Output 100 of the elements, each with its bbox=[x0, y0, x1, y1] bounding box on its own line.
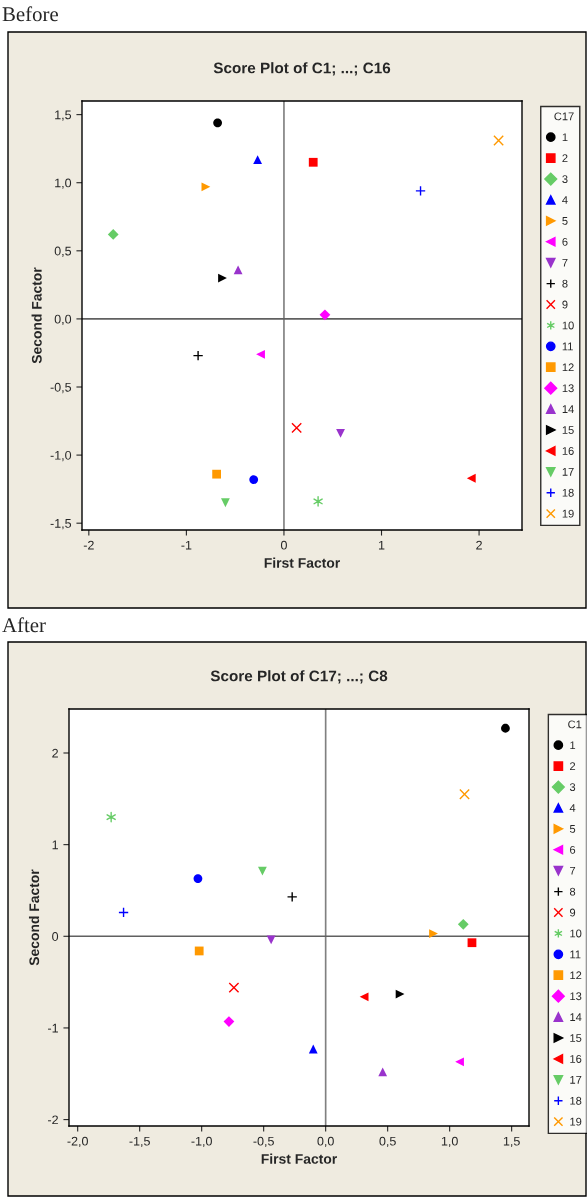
legend-label: 17 bbox=[570, 1076, 582, 1084]
legend-label: 11 bbox=[562, 342, 573, 351]
point bbox=[493, 135, 504, 146]
x-tick-label: 0 bbox=[280, 540, 287, 550]
legend-label: 16 bbox=[562, 447, 574, 455]
point bbox=[291, 422, 302, 434]
point bbox=[249, 475, 259, 484]
y-tick-label: -0,5 bbox=[50, 382, 72, 394]
legend-label: 16 bbox=[570, 1055, 582, 1063]
legend-label: 17 bbox=[562, 468, 574, 476]
point bbox=[253, 155, 262, 164]
point bbox=[258, 866, 267, 876]
point bbox=[107, 229, 119, 240]
point bbox=[308, 157, 318, 167]
y-tick-label: -1,0 bbox=[50, 450, 72, 462]
x-tick-label: -1 bbox=[181, 540, 192, 550]
x-tick-label: -2 bbox=[83, 540, 94, 550]
legend-label: 3 bbox=[569, 783, 576, 792]
legend-label: 14 bbox=[562, 405, 574, 413]
y-tick-label: 1 bbox=[52, 840, 58, 850]
y-tick-label: -1 bbox=[48, 1023, 58, 1033]
legend-label: 19 bbox=[562, 509, 574, 518]
y-tick-label: 0,5 bbox=[54, 246, 72, 257]
point bbox=[213, 118, 222, 128]
point bbox=[455, 1057, 464, 1067]
legend-label: 8 bbox=[562, 279, 568, 288]
point bbox=[308, 1044, 318, 1054]
legend-label: 18 bbox=[562, 488, 574, 497]
legend-label: 12 bbox=[562, 363, 574, 372]
point bbox=[313, 496, 323, 507]
x-tick-label: 1,5 bbox=[503, 1136, 520, 1148]
x-tick-label: -1,0 bbox=[191, 1136, 212, 1148]
point bbox=[501, 723, 510, 733]
legend-label: 2 bbox=[562, 154, 568, 162]
point bbox=[429, 929, 438, 938]
point bbox=[415, 185, 426, 197]
legend-label: 3 bbox=[562, 175, 568, 184]
point bbox=[192, 350, 204, 362]
text: After bbox=[2, 617, 46, 633]
x-tick-label: -2,0 bbox=[67, 1136, 88, 1148]
legend-label: 4 bbox=[569, 804, 576, 812]
point bbox=[212, 469, 222, 479]
x-axis-title: First Factor bbox=[261, 1153, 337, 1164]
legend-label: 7 bbox=[570, 866, 576, 875]
chart-title: Score Plot of C17; ...; C8 bbox=[210, 670, 388, 684]
legend-label: 6 bbox=[570, 845, 576, 854]
point bbox=[228, 982, 240, 993]
y-tick-label: -1,5 bbox=[50, 519, 72, 530]
point bbox=[218, 273, 227, 283]
point bbox=[336, 428, 345, 438]
legend-label: 9 bbox=[562, 300, 568, 309]
legend-label: 8 bbox=[569, 887, 576, 896]
legend-label: 1 bbox=[562, 133, 568, 142]
point bbox=[378, 1067, 388, 1077]
point bbox=[466, 473, 476, 483]
x-tick-label: 0,0 bbox=[317, 1136, 334, 1148]
point bbox=[467, 938, 477, 948]
x-tick-label: -1,5 bbox=[129, 1136, 150, 1148]
legend-label: 10 bbox=[570, 929, 582, 938]
legend-label: 5 bbox=[562, 217, 568, 225]
point bbox=[266, 935, 276, 945]
point bbox=[319, 309, 331, 321]
x-axis-title: First Factor bbox=[264, 557, 340, 568]
legend-label: 13 bbox=[570, 992, 582, 1001]
x-tick-label: 2 bbox=[476, 540, 482, 550]
point bbox=[194, 946, 204, 956]
point bbox=[256, 349, 265, 359]
text: Before bbox=[2, 6, 58, 22]
legend-label: 2 bbox=[570, 762, 576, 770]
legend-label: 15 bbox=[570, 1034, 582, 1042]
y-tick-label: -2 bbox=[48, 1115, 58, 1125]
legend-label: 4 bbox=[562, 196, 568, 204]
point bbox=[118, 907, 129, 918]
legend-label: 12 bbox=[570, 971, 582, 980]
legend-label: 1 bbox=[570, 741, 576, 750]
legend-label: 11 bbox=[570, 950, 581, 959]
legend-label: 19 bbox=[570, 1117, 582, 1126]
legend-label: 6 bbox=[562, 237, 568, 246]
legend-label: 15 bbox=[562, 426, 574, 434]
legend-title: C17 bbox=[554, 112, 574, 121]
legend-title: C1 bbox=[568, 720, 582, 729]
y-tick-label: 0 bbox=[52, 932, 59, 941]
x-tick-label: 1 bbox=[378, 540, 385, 550]
point bbox=[359, 992, 369, 1002]
y-tick-label: 1,0 bbox=[55, 178, 72, 189]
point bbox=[193, 874, 203, 883]
point bbox=[221, 498, 230, 508]
legend-label: 9 bbox=[569, 908, 576, 917]
point bbox=[233, 265, 243, 275]
x-tick-label: 1,0 bbox=[441, 1136, 458, 1148]
point bbox=[201, 182, 211, 192]
legend-label: 18 bbox=[570, 1096, 582, 1105]
y-axis-title: Second Factor bbox=[28, 869, 40, 966]
chart-title: Score Plot of C1; ...; C16 bbox=[213, 62, 391, 76]
point bbox=[459, 788, 470, 800]
y-tick-label: 2 bbox=[52, 748, 58, 758]
y-axis-title: Second Factor bbox=[31, 267, 42, 364]
y-tick-label: 1,5 bbox=[55, 110, 72, 121]
legend-label: 14 bbox=[570, 1013, 582, 1021]
y-tick-label: 0,0 bbox=[54, 314, 72, 326]
